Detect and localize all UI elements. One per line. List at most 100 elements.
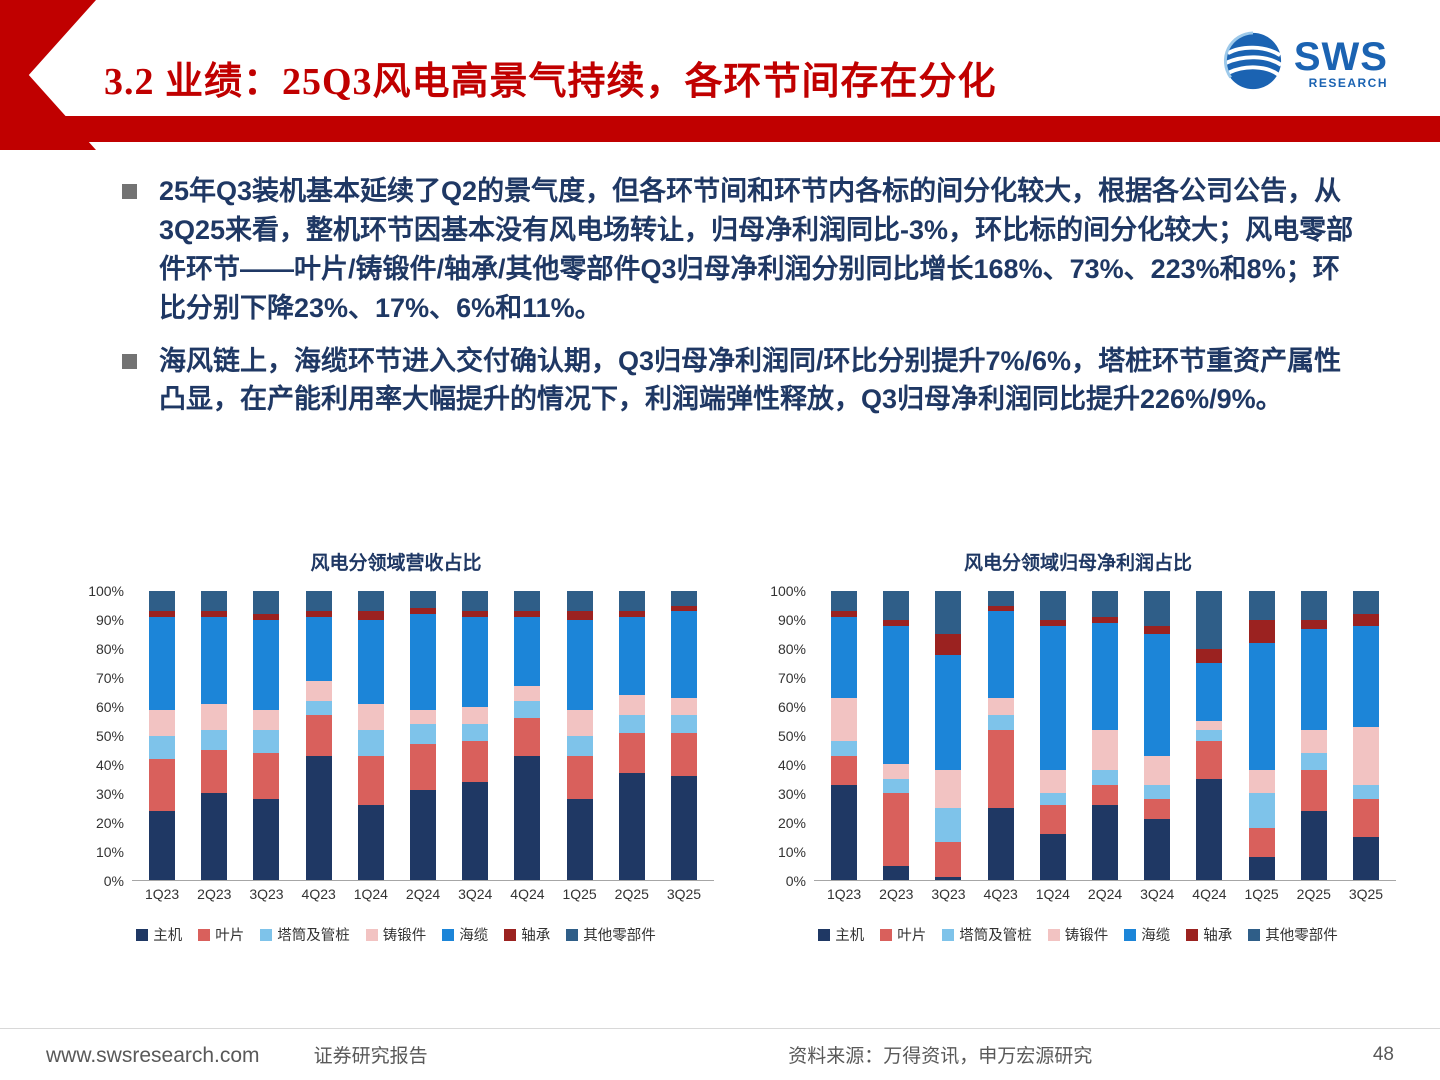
- bar-segment-轴承: [1248, 619, 1275, 644]
- footer-url-link[interactable]: www.swsresearch.com: [46, 1044, 260, 1067]
- stacked-bar-3Q24: [1144, 591, 1171, 880]
- bar-segment-铸锻件: [149, 709, 176, 736]
- y-tick-label: 20%: [777, 815, 806, 831]
- bar-segment-轴承: [410, 608, 437, 615]
- legend-label: 轴承: [1203, 928, 1233, 944]
- bar-slot: [449, 591, 501, 880]
- stacked-bar-1Q24: [1039, 591, 1066, 880]
- stacked-bar-2Q25: [618, 591, 645, 880]
- x-tick-label: 1Q23: [826, 886, 862, 902]
- bar-segment-塔筒及管桩: [1039, 793, 1066, 805]
- y-tick-label: 50%: [777, 728, 806, 744]
- bar-slot: [554, 591, 606, 880]
- bar-segment-塔筒及管桩: [566, 735, 593, 756]
- bar-segment-主机: [987, 807, 1014, 880]
- y-tick-label: 0%: [785, 873, 806, 889]
- bar-segment-海缆: [883, 625, 910, 765]
- legend-item-海缆: 海缆: [442, 924, 488, 945]
- legend-item-轴承: 轴承: [504, 924, 550, 945]
- bar-segment-其他零部件: [670, 591, 697, 606]
- footer: www.swsresearch.com 证券研究报告 资料来源：万得资讯，申万宏…: [0, 1028, 1440, 1080]
- bar-slot: [1183, 591, 1235, 880]
- bar-segment-铸锻件: [410, 709, 437, 724]
- bar-segment-叶片: [1039, 804, 1066, 834]
- x-tick-label: 2Q24: [1087, 886, 1123, 902]
- bar-segment-主机: [1352, 836, 1379, 880]
- bar-segment-海缆: [670, 611, 697, 698]
- bar-slot: [658, 591, 710, 880]
- bar-segment-主机: [1248, 856, 1275, 880]
- bar-segment-主机: [670, 775, 697, 880]
- legend-label: 铸锻件: [382, 928, 427, 944]
- plot-area: [132, 591, 714, 881]
- bar-segment-其他零部件: [514, 591, 541, 612]
- bar-segment-叶片: [1092, 784, 1119, 805]
- bar-segment-塔筒及管桩: [1352, 784, 1379, 800]
- bar-slot: [188, 591, 240, 880]
- bar-slot: [1340, 591, 1392, 880]
- chart-area: 0% 10% 20% 30% 40% 50% 60% 70% 80% 90% 100% 1Q23 2Q…: [78, 583, 714, 902]
- bar-segment-轴承: [253, 614, 280, 620]
- legend-item-主机: 主机: [818, 924, 864, 945]
- bar-segment-轴承: [201, 611, 228, 618]
- bar-segment-海缆: [1092, 622, 1119, 730]
- header-divider-band: [0, 116, 1440, 142]
- x-tick-label: 1Q25: [562, 886, 597, 902]
- bar-segment-叶片: [1144, 799, 1171, 820]
- legend-item-叶片: 叶片: [198, 924, 244, 945]
- bar-segment-主机: [566, 799, 593, 880]
- bar-segment-海缆: [201, 617, 228, 704]
- legend-item-叶片: 叶片: [880, 924, 926, 945]
- bar-segment-塔筒及管桩: [1248, 793, 1275, 828]
- stacked-bar-4Q23: [987, 591, 1014, 880]
- bar-segment-铸锻件: [201, 703, 228, 730]
- stacked-bar-3Q23: [253, 591, 280, 880]
- legend-label: 塔筒及管桩: [277, 928, 350, 944]
- stacked-bar-2Q24: [1092, 591, 1119, 880]
- stacked-bar-2Q25: [1300, 591, 1327, 880]
- bar-slot: [606, 591, 658, 880]
- bar-segment-其他零部件: [149, 591, 176, 612]
- bar-segment-海缆: [305, 617, 332, 681]
- bar-slot: [1236, 591, 1288, 880]
- x-tick-label: 1Q24: [1035, 886, 1070, 902]
- legend-swatch: [365, 928, 378, 941]
- bullet-item-1: 25年Q3装机基本延续了Q2的景气度，但各环节间和环节内各标的间分化较大，根据各…: [122, 172, 1364, 328]
- bar-segment-其他零部件: [831, 591, 858, 612]
- bar-segment-其他零部件: [1144, 591, 1171, 626]
- bar-slot: [136, 591, 188, 880]
- bar-segment-海缆: [1352, 625, 1379, 727]
- bar-segment-叶片: [1300, 770, 1327, 811]
- x-tick-label: 3Q23: [249, 886, 284, 902]
- bar-segment-主机: [1300, 810, 1327, 880]
- bar-segment-其他零部件: [1039, 591, 1066, 620]
- legend-swatch: [198, 928, 211, 941]
- bar-segment-铸锻件: [1352, 726, 1379, 785]
- x-labels: 1Q23 2Q23 3Q23 4Q23 1Q24 2Q24 3Q24 4Q24 1Q25 2Q25…: [814, 886, 1396, 902]
- footer-page-number: 48: [1372, 1043, 1394, 1065]
- y-tick-label: 80%: [777, 641, 806, 657]
- bar-segment-海缆: [1144, 634, 1171, 756]
- y-tick-label: 100%: [88, 583, 124, 599]
- bar-segment-轴承: [1196, 648, 1223, 664]
- bar-segment-其他零部件: [1352, 591, 1379, 615]
- bar-segment-轴承: [566, 611, 593, 620]
- bar-segment-塔筒及管桩: [883, 778, 910, 794]
- sws-logo-brand: SWS: [1293, 34, 1388, 79]
- bar-segment-塔筒及管桩: [935, 807, 962, 843]
- stacked-bar-2Q23: [883, 591, 910, 880]
- bar-segment-叶片: [201, 749, 228, 794]
- y-tick-label: 0%: [103, 873, 124, 889]
- bars: [132, 591, 714, 880]
- bar-segment-主机: [1092, 804, 1119, 880]
- legend-item-塔筒及管桩: 塔筒及管桩: [260, 924, 350, 945]
- x-tick-label: 4Q23: [301, 886, 336, 902]
- y-tick-label: 40%: [777, 757, 806, 773]
- plot-area: [814, 591, 1396, 881]
- x-tick-label: 4Q24: [510, 886, 545, 902]
- bar-segment-主机: [831, 784, 858, 880]
- bar-segment-其他零部件: [462, 591, 489, 612]
- bar-slot: [345, 591, 397, 880]
- bar-segment-轴承: [1144, 625, 1171, 635]
- bar-segment-主机: [935, 877, 962, 880]
